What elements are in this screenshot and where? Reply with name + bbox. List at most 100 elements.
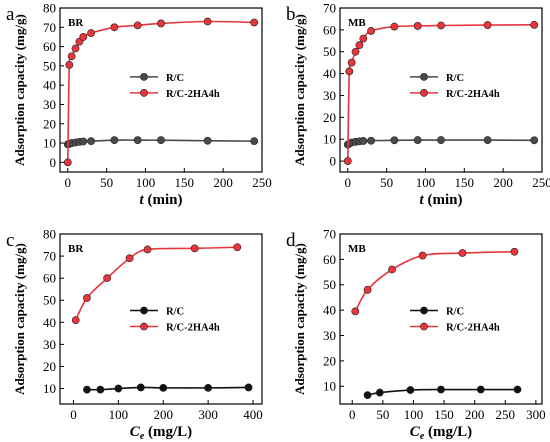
y-tick-label: 60	[323, 22, 336, 37]
plot-frame	[59, 7, 263, 173]
data-point	[143, 245, 152, 254]
data-point	[510, 247, 519, 256]
x-axis-label-unit: (min)	[424, 192, 463, 208]
y-tick-label: 40	[323, 66, 336, 81]
legend-marker	[140, 306, 148, 315]
data-point	[345, 67, 354, 76]
y-tick-label: 50	[43, 58, 56, 73]
y-tick-label: 20	[43, 116, 56, 131]
data-point	[437, 136, 445, 144]
data-point	[437, 385, 445, 394]
data-point	[83, 385, 91, 394]
data-point	[437, 21, 445, 30]
series-line-R/C-2HA4h	[354, 250, 515, 312]
y-tick-label: 0	[50, 155, 57, 170]
x-axis-label-symbol: t	[140, 192, 145, 208]
data-point	[244, 383, 253, 392]
inset-label: BR	[68, 17, 84, 29]
x-tick-label: 0	[349, 407, 356, 422]
x-tick-label: 300	[526, 407, 546, 422]
data-point	[125, 254, 134, 263]
data-point	[203, 17, 212, 26]
legend-label: R/C-2HA4h	[166, 323, 220, 334]
y-tick-label: 60	[43, 39, 56, 54]
x-tick-label: 0	[70, 407, 77, 422]
data-point	[476, 385, 485, 394]
y-axis-label: Adsorption capacity (mg/g)	[12, 243, 27, 395]
x-tick-label: 150	[175, 175, 195, 190]
y-tick-label: 10	[43, 136, 56, 151]
y-axis-label: Adsorption capacity (mg/g)	[12, 14, 27, 166]
y-tick-label: 10	[323, 132, 336, 147]
data-point	[87, 29, 95, 37]
plot-frame	[339, 7, 543, 173]
series-line-R/C-2HA4h	[74, 246, 238, 321]
data-point	[375, 388, 384, 397]
data-point	[63, 158, 72, 167]
y-axis-label: Adsorption capacity (mg/g)	[292, 243, 307, 395]
legend-label: R/C	[446, 73, 464, 84]
plot-frame	[339, 233, 543, 405]
data-point	[71, 316, 80, 325]
x-tick-label: 200	[153, 407, 173, 422]
data-point	[413, 22, 422, 30]
data-point	[71, 44, 80, 53]
legend-label: R/C-2HA4h	[166, 89, 220, 100]
data-point	[347, 58, 356, 67]
x-axis-label: t (min)	[140, 192, 183, 208]
data-point	[133, 21, 142, 30]
data-point	[87, 137, 95, 146]
data-point	[388, 265, 396, 274]
y-tick-label: 60	[43, 271, 56, 286]
legend-marker	[140, 88, 148, 97]
inset-label: MB	[348, 243, 366, 255]
data-point	[114, 384, 123, 393]
x-tick-label: 150	[455, 175, 475, 190]
x-tick-label: 100	[109, 407, 129, 422]
data-point	[157, 19, 165, 28]
data-point	[233, 243, 242, 252]
data-point	[110, 136, 119, 145]
y-tick-label: 40	[43, 78, 56, 93]
legend-marker	[420, 88, 428, 97]
x-axis-label-subscript: e	[420, 431, 425, 442]
x-axis-label-unit: (mg/L)	[424, 424, 472, 440]
x-tick-label: 100	[404, 407, 424, 422]
chart-panel-d: d MB 0 50 100 150 200 250 300 10 20 30 40 50 60 70 Ce (m…	[286, 227, 546, 442]
x-tick-label: 250	[496, 407, 516, 422]
data-point	[359, 34, 368, 43]
data-point	[65, 61, 74, 69]
x-tick-label: 0	[345, 175, 352, 190]
y-tick-label: 30	[43, 97, 56, 112]
y-tick-label: 60	[323, 252, 336, 267]
y-tick-label: 80	[43, 227, 56, 242]
data-point	[390, 136, 399, 145]
legend-label: R/C-2HA4h	[446, 323, 500, 334]
y-tick-label: 40	[323, 303, 336, 318]
legend-label: R/C-2HA4h	[446, 89, 500, 100]
x-tick-label: 200	[213, 175, 233, 190]
data-point	[351, 307, 360, 316]
data-point	[390, 22, 399, 31]
x-axis-label-unit: (min)	[144, 192, 183, 208]
data-point	[67, 52, 76, 61]
data-point	[351, 47, 360, 56]
y-tick-label: 30	[323, 328, 336, 343]
x-tick-label: 50	[376, 407, 389, 422]
x-axis-label-symbol: t	[420, 192, 425, 208]
panel-letter: a	[6, 4, 15, 25]
y-tick-label: 20	[323, 353, 336, 368]
data-point	[367, 136, 375, 145]
legend-marker	[420, 72, 428, 81]
y-tick-label: 70	[43, 249, 56, 264]
x-tick-label: 50	[380, 175, 393, 190]
data-point	[190, 244, 199, 253]
data-point	[203, 136, 212, 145]
data-point	[136, 383, 145, 392]
y-tick-label: 70	[43, 20, 56, 35]
data-point	[513, 385, 522, 394]
data-point	[133, 136, 142, 145]
data-point	[83, 294, 91, 302]
data-point	[483, 21, 492, 29]
